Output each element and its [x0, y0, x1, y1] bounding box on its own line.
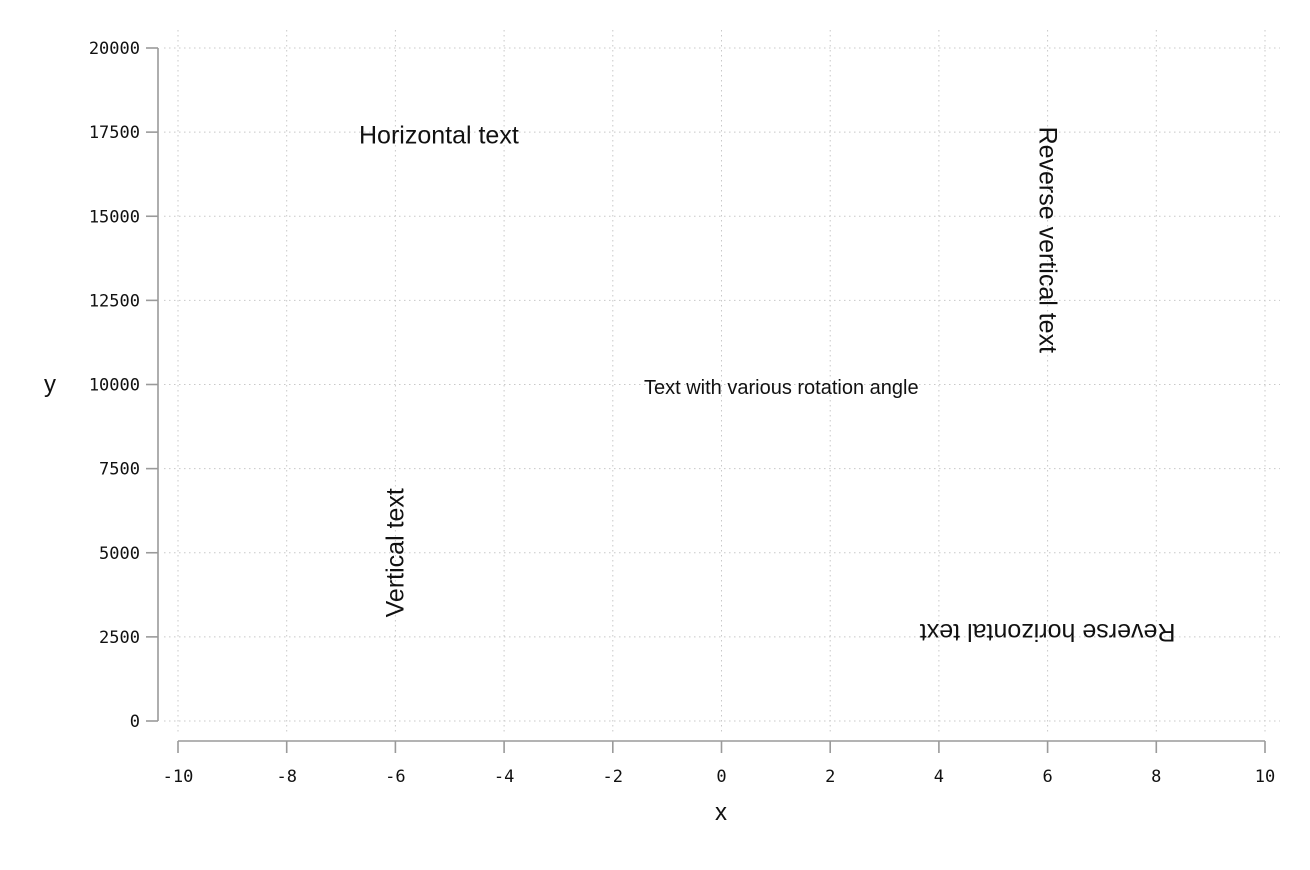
y-tick-label-1: 2500: [99, 628, 140, 648]
x-tick-label-9: 8: [1151, 767, 1161, 787]
x-tick-label-7: 4: [934, 767, 944, 787]
y-tick-label-4: 10000: [89, 376, 140, 396]
axes-layer: [146, 47, 1266, 753]
x-tick-label-3: -4: [494, 767, 514, 787]
annotation-layer: Horizontal text Vertical text Text with va…: [359, 121, 1175, 645]
x-tick-label-2: -6: [385, 767, 405, 787]
y-tick-label-8: 20000: [89, 39, 140, 59]
annotation-3: Reverse vertical text: [1034, 127, 1062, 354]
x-tick-label-10: 10: [1255, 767, 1275, 787]
annotation-0: Horizontal text: [359, 121, 519, 149]
y-tick-label-2: 5000: [99, 544, 140, 564]
grid-layer: [164, 30, 1280, 735]
y-tick-label-7: 17500: [89, 123, 140, 143]
x-tick-label-4: -2: [603, 767, 623, 787]
x-axis-title: x: [715, 799, 727, 826]
x-tick-label-8: 6: [1042, 767, 1052, 787]
annotation-4: Reverse horizontal text: [920, 618, 1176, 646]
x-tick-label-6: 2: [825, 767, 835, 787]
x-tick-label-5: 0: [716, 767, 726, 787]
x-tick-label-1: -8: [276, 767, 296, 787]
y-axis-title: y: [44, 371, 56, 398]
annotation-2: Text with various rotation angle: [644, 377, 919, 399]
tick-labels: 0 2500 5000 7500 10000 12500 15000 17500 20000 -1…: [89, 39, 1275, 787]
annotation-1: Vertical text: [381, 488, 409, 617]
x-tick-label-0: -10: [163, 767, 194, 787]
y-tick-label-6: 15000: [89, 207, 140, 227]
y-tick-label-0: 0: [130, 712, 140, 732]
y-tick-label-3: 7500: [99, 460, 140, 480]
y-tick-label-5: 12500: [89, 291, 140, 311]
